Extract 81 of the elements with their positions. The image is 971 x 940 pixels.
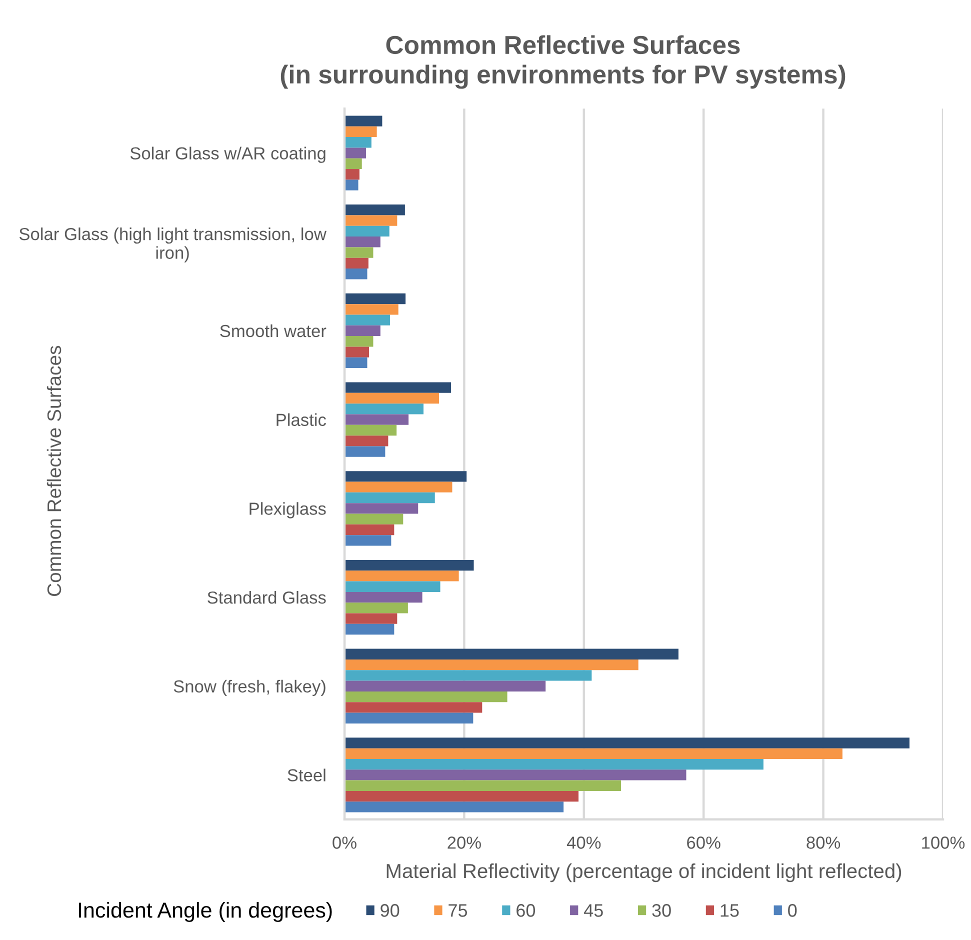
y-tick-label: Steel [288, 768, 326, 782]
bar [344, 268, 368, 280]
legend-label: 75 [448, 904, 468, 917]
bar [344, 357, 368, 368]
x-tick-label: 60% [687, 836, 720, 849]
bar [344, 624, 394, 635]
bar [344, 247, 374, 258]
bar [344, 482, 452, 492]
bar [344, 535, 392, 546]
x-axis-title: Material Reflectivity (percentage of incident light reflected) [386, 863, 902, 882]
y-axis-title: Common Reflective Surfaces [46, 346, 62, 596]
bar [344, 314, 390, 326]
bar [344, 258, 368, 269]
bar [344, 503, 418, 514]
bar [344, 602, 408, 614]
bar [344, 570, 459, 582]
bar [344, 346, 370, 358]
bar [344, 236, 380, 248]
bar [344, 424, 397, 436]
bar [344, 702, 482, 713]
bar [344, 758, 764, 770]
bar [344, 648, 678, 660]
bar [344, 592, 422, 603]
bar [344, 336, 374, 347]
bar [344, 524, 394, 536]
bar [344, 304, 398, 315]
x-tick-label: 80% [806, 836, 840, 849]
legend-label: 15 [720, 904, 739, 917]
bar [344, 325, 380, 336]
legend-label: 0 [788, 904, 797, 917]
bar [344, 158, 362, 170]
chart-title: Common Reflective Surfaces (in surrounding environments for PV systems) [280, 35, 846, 89]
x-tick-label: 20% [448, 836, 481, 849]
bar [344, 780, 622, 791]
legend-label: 60 [516, 904, 536, 917]
bar [344, 670, 592, 681]
bar [344, 471, 467, 482]
bar [344, 414, 409, 425]
bar [344, 392, 440, 404]
bar [344, 137, 372, 148]
legend-label: 30 [652, 904, 671, 917]
bar [344, 180, 358, 190]
bar [344, 770, 686, 780]
bar [344, 492, 435, 504]
y-tick-label: Solar Glass w/AR coating [130, 146, 326, 163]
x-tick-label: 100% [922, 836, 965, 849]
bar [344, 148, 366, 158]
x-tick-label: 0% [332, 836, 356, 849]
bar [344, 613, 398, 624]
y-tick-label: Plexiglass [250, 502, 326, 518]
bar [344, 581, 440, 592]
bar [344, 204, 405, 216]
bar [344, 802, 564, 812]
bar [344, 738, 910, 748]
bar [344, 712, 474, 724]
y-tick-label: Solar Glass (high light transmission, low iron) [19, 227, 327, 262]
bar [344, 404, 424, 414]
bar [344, 215, 398, 226]
bar [344, 169, 360, 180]
bar [344, 691, 508, 702]
bar [344, 560, 474, 571]
y-tick-label: Smooth water [220, 324, 326, 338]
x-tick-label: 40% [566, 836, 601, 849]
y-tick-label: Plastic [276, 413, 326, 426]
legend-title: Incident Angle (in degrees) [78, 902, 332, 922]
bar [344, 514, 404, 524]
bar [344, 748, 842, 759]
bar [344, 293, 406, 304]
y-tick-label: Standard Glass [208, 590, 326, 604]
bar [344, 382, 452, 393]
bar [344, 680, 546, 692]
y-tick-label: Snow (fresh, flakey) [174, 680, 326, 696]
bar [344, 790, 579, 802]
legend-label: 90 [380, 904, 400, 917]
bar [344, 446, 386, 457]
legend-label: 45 [584, 904, 603, 917]
bar [344, 436, 388, 446]
bar [344, 226, 390, 237]
bar [344, 659, 638, 670]
bar [344, 116, 382, 126]
bar [344, 126, 377, 138]
